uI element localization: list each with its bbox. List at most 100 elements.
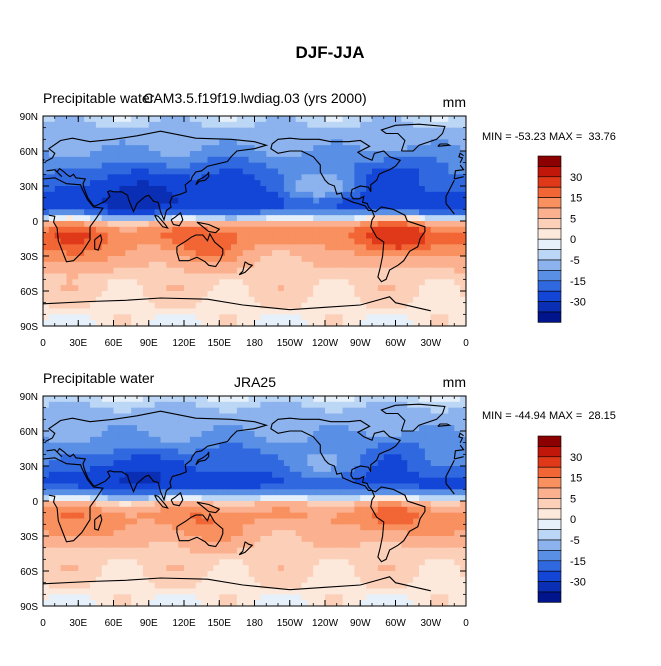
field-cell [313, 559, 319, 565]
field-cell [213, 169, 219, 175]
field-cell [272, 163, 278, 169]
field-cell [325, 303, 331, 309]
field-cell [119, 139, 125, 145]
field-cell [360, 291, 366, 297]
field-cell [366, 408, 372, 414]
field-cell [208, 472, 214, 478]
field-cell [114, 274, 120, 280]
field-cell [184, 145, 190, 151]
colorbar-box [538, 187, 561, 197]
field-cell [448, 174, 454, 180]
field-cell [325, 425, 331, 431]
field-cell [255, 297, 261, 303]
field-cell [213, 139, 219, 145]
field-cell [319, 151, 325, 157]
field-cell [161, 419, 167, 425]
field-cell [343, 279, 349, 285]
field-cell [384, 209, 390, 215]
field-cell [90, 274, 96, 280]
field-cell [114, 239, 120, 245]
field-cell [202, 157, 208, 163]
field-cell [143, 478, 149, 484]
field-cell [319, 157, 325, 163]
field-cell [284, 285, 290, 291]
field-cell [337, 233, 343, 239]
field-cell [96, 169, 102, 175]
field-cell [413, 169, 419, 175]
field-cell [307, 186, 313, 192]
field-cell [213, 309, 219, 315]
field-cell [319, 192, 325, 198]
field-cell [166, 134, 172, 140]
field-cell [108, 484, 114, 490]
field-cell [178, 128, 184, 134]
field-cell [61, 559, 67, 565]
field-cell [249, 157, 255, 163]
field-cell [337, 151, 343, 157]
field-cell [325, 513, 331, 519]
field-cell [55, 466, 61, 472]
field-cell [102, 449, 108, 455]
field-cell [448, 268, 454, 274]
field-cell [425, 472, 431, 478]
field-cell [407, 536, 413, 542]
field-cell [313, 198, 319, 204]
field-cell [372, 169, 378, 175]
field-cell [384, 244, 390, 250]
field-cell [190, 268, 196, 274]
field-cell [260, 291, 266, 297]
field-cell [413, 279, 419, 285]
field-cell [290, 402, 296, 408]
field-cell [343, 221, 349, 227]
field-cell [202, 145, 208, 151]
field-cell [114, 227, 120, 233]
field-cell [325, 233, 331, 239]
field-cell [425, 519, 431, 525]
field-cell [272, 449, 278, 455]
field-cell [155, 536, 161, 542]
field-cell [360, 542, 366, 548]
field-cell [72, 145, 78, 151]
field-cell [278, 314, 284, 320]
field-cell [249, 443, 255, 449]
field-cell [114, 309, 120, 315]
field-cell [96, 215, 102, 221]
field-cell [343, 274, 349, 280]
field-cell [72, 402, 78, 408]
field-cell [354, 174, 360, 180]
field-cell [243, 285, 249, 291]
field-cell [49, 209, 55, 215]
field-cell [278, 519, 284, 525]
field-cell [266, 542, 272, 548]
field-cell [131, 565, 137, 571]
field-cell [49, 180, 55, 186]
field-cell [243, 414, 249, 420]
field-cell [149, 559, 155, 565]
field-cell [255, 408, 261, 414]
field-cell [343, 454, 349, 460]
field-cell [96, 163, 102, 169]
field-cell [448, 279, 454, 285]
field-cell [178, 233, 184, 239]
field-cell [131, 449, 137, 455]
field-cell [49, 297, 55, 303]
field-cell [302, 507, 308, 513]
field-cell [296, 495, 302, 501]
field-cell [102, 209, 108, 215]
field-cell [249, 297, 255, 303]
field-cell [43, 116, 49, 122]
field-cell [266, 291, 272, 297]
field-cell [378, 565, 384, 571]
field-cell [302, 204, 308, 210]
field-cell [213, 198, 219, 204]
field-cell [231, 174, 237, 180]
field-cell [219, 314, 225, 320]
field-cell [208, 268, 214, 274]
field-cell [354, 524, 360, 530]
field-cell [90, 145, 96, 151]
field-cell [307, 244, 313, 250]
field-cell [354, 402, 360, 408]
field-cell [166, 443, 172, 449]
field-cell [390, 460, 396, 466]
